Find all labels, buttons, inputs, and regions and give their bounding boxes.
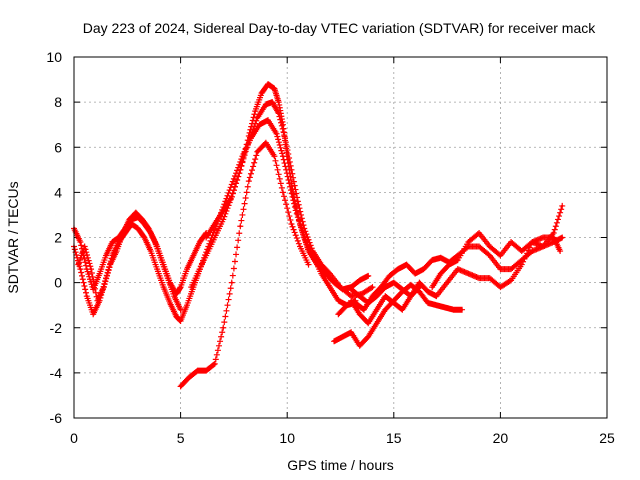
- y-axis-title: SDTVAR / TECUs: [5, 181, 21, 293]
- series-track-11: [429, 229, 564, 291]
- series-track-12: [348, 279, 423, 306]
- x-tick-label: 25: [599, 430, 615, 446]
- series-markers: [177, 139, 312, 390]
- y-tick-label: 2: [54, 230, 62, 246]
- data-points: [71, 81, 566, 390]
- y-tick-label: -2: [50, 320, 63, 336]
- y-tick-label: 6: [54, 139, 62, 155]
- x-tick-label: 10: [279, 430, 295, 446]
- plot-frame: [73, 56, 608, 419]
- y-tick-label: -6: [50, 410, 63, 426]
- y-tick-label: 10: [46, 49, 62, 65]
- x-tick-label: 15: [386, 430, 402, 446]
- series-track-6: [188, 117, 359, 309]
- series-markers: [348, 279, 423, 306]
- y-tick-label: 8: [54, 94, 62, 110]
- y-tick-label: 4: [54, 184, 62, 200]
- chart-title: Day 223 of 2024, Sidereal Day-to-day VTE…: [83, 20, 596, 36]
- x-tick-labels: 0 5 10 15 20 25: [70, 430, 615, 446]
- series-track-3: [75, 209, 184, 313]
- x-tick-label: 0: [70, 430, 78, 446]
- series-markers: [429, 229, 564, 291]
- x-axis-title: GPS time / hours: [287, 457, 394, 473]
- series-markers: [188, 117, 359, 309]
- y-tick-label: -4: [50, 365, 63, 381]
- y-tick-label: 0: [54, 275, 62, 291]
- grid-lines: [74, 57, 607, 418]
- series-track-7: [177, 139, 312, 390]
- y-tick-labels: -6 -4 -2 0 2 4 6 8 10: [46, 49, 62, 426]
- series-markers: [75, 209, 184, 313]
- x-tick-label: 20: [493, 430, 509, 446]
- x-tick-label: 5: [177, 430, 185, 446]
- series-markers: [335, 234, 566, 318]
